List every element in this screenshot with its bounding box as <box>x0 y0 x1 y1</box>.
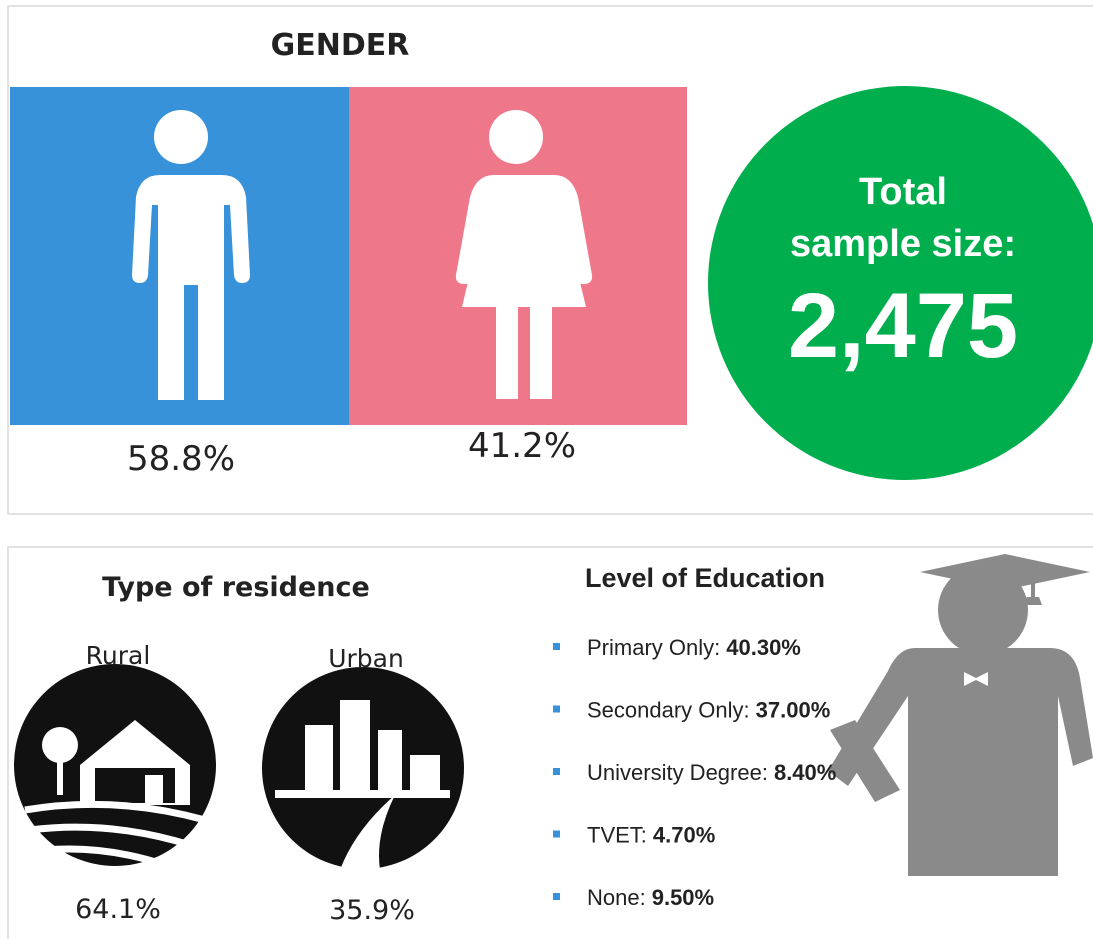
male-share: 58.8% <box>127 439 235 479</box>
urban-icon <box>262 667 464 870</box>
female-share: 41.2% <box>468 426 576 466</box>
education-value: 8.40% <box>774 760 836 785</box>
education-label: None: <box>587 885 646 910</box>
bullet <box>553 706 560 713</box>
bullet <box>553 831 560 838</box>
education-value: 40.30% <box>726 635 801 660</box>
education-value: 9.50% <box>652 885 714 910</box>
sample-label: sample size: <box>790 223 1016 265</box>
education-label: University Degree: <box>587 760 768 785</box>
gender-title: GENDER <box>271 28 410 63</box>
bullet <box>553 893 560 900</box>
sample-label: Total <box>859 171 947 213</box>
education-value: 4.70% <box>653 823 715 848</box>
bullet <box>553 643 560 650</box>
education-item: Secondary Only:37.00% <box>587 698 830 723</box>
bullet <box>553 768 560 775</box>
residence-share: 35.9% <box>329 895 415 926</box>
education-title: Level of Education <box>585 563 825 593</box>
education-label: TVET: <box>587 823 647 848</box>
rural-icon <box>14 664 216 866</box>
education-value: 37.00% <box>756 698 831 723</box>
residence-title: Type of residence <box>102 572 370 603</box>
education-item: Primary Only:40.30% <box>587 635 801 660</box>
residence-share: 64.1% <box>75 894 161 925</box>
education-label: Secondary Only: <box>587 698 750 723</box>
sample-value: 2,475 <box>788 275 1018 377</box>
infographic: GENDER 58.8% 41.2% Total sample size: 2,… <box>0 0 1093 939</box>
education-label: Primary Only: <box>587 635 720 660</box>
education-item: University Degree:8.40% <box>587 760 836 785</box>
